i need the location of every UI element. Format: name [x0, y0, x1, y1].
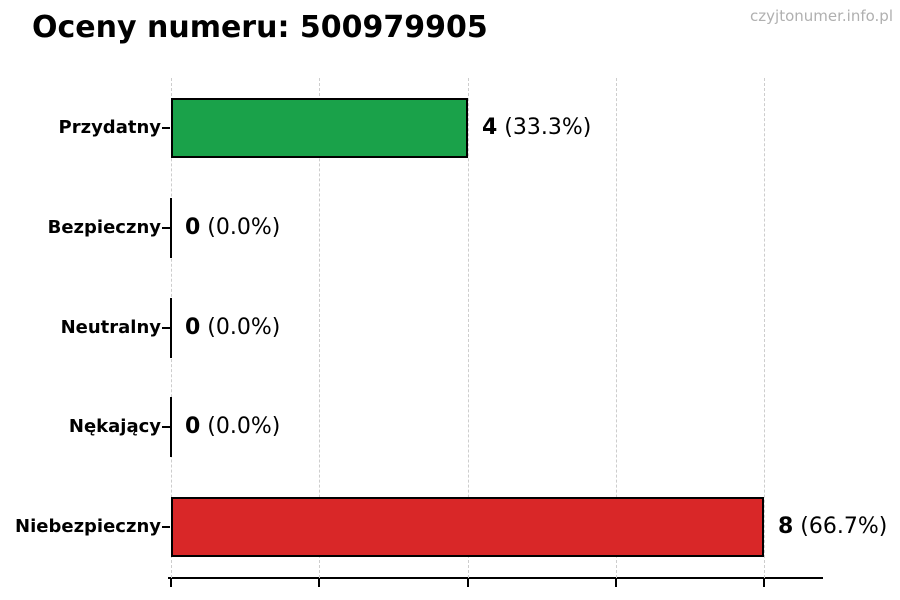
bar: [171, 497, 764, 557]
chart-title: Oceny numeru: 500979905: [32, 10, 488, 45]
y-axis-tick: [162, 526, 170, 528]
value-label: 0 (0.0%): [185, 314, 280, 342]
y-axis-tick: [162, 327, 170, 329]
y-axis-tick: [162, 426, 170, 428]
x-axis-tick: [614, 579, 617, 587]
value-label: 4 (33.3%): [482, 114, 591, 142]
category-label: Niebezpieczny: [15, 516, 161, 537]
zero-value-bar-line: [170, 397, 172, 457]
value-percent: (66.7%): [793, 514, 888, 539]
y-axis-tick: [162, 127, 170, 129]
value-count: 4: [482, 115, 498, 140]
value-count: 0: [185, 315, 201, 340]
zero-value-bar-line: [170, 198, 172, 258]
value-label: 8 (66.7%): [778, 513, 887, 541]
category-label: Przydatny: [58, 117, 161, 138]
value-count: 0: [185, 215, 201, 240]
value-percent: (0.0%): [200, 315, 281, 340]
value-percent: (0.0%): [200, 414, 281, 439]
bar: [171, 98, 468, 158]
category-label: Nękający: [68, 416, 161, 437]
gridline: [764, 78, 765, 578]
value-label: 0 (0.0%): [185, 413, 280, 441]
watermark-text: czyjtonumer.info.pl: [750, 7, 893, 25]
x-axis-tick: [170, 579, 172, 587]
value-count: 8: [778, 514, 794, 539]
value-count: 0: [185, 414, 201, 439]
value-label: 0 (0.0%): [185, 214, 280, 242]
x-axis-line: [168, 577, 823, 579]
zero-value-bar-line: [170, 298, 172, 358]
gridline: [615, 78, 617, 578]
x-axis-tick: [466, 579, 469, 587]
value-percent: (0.0%): [200, 215, 281, 240]
category-label: Neutralny: [60, 317, 161, 338]
x-axis-tick: [763, 579, 765, 587]
x-axis-tick: [318, 579, 321, 587]
gridline: [319, 78, 321, 578]
value-percent: (33.3%): [497, 115, 592, 140]
category-label: Bezpieczny: [47, 217, 161, 238]
gridline: [467, 78, 469, 578]
y-axis-tick: [162, 227, 170, 229]
